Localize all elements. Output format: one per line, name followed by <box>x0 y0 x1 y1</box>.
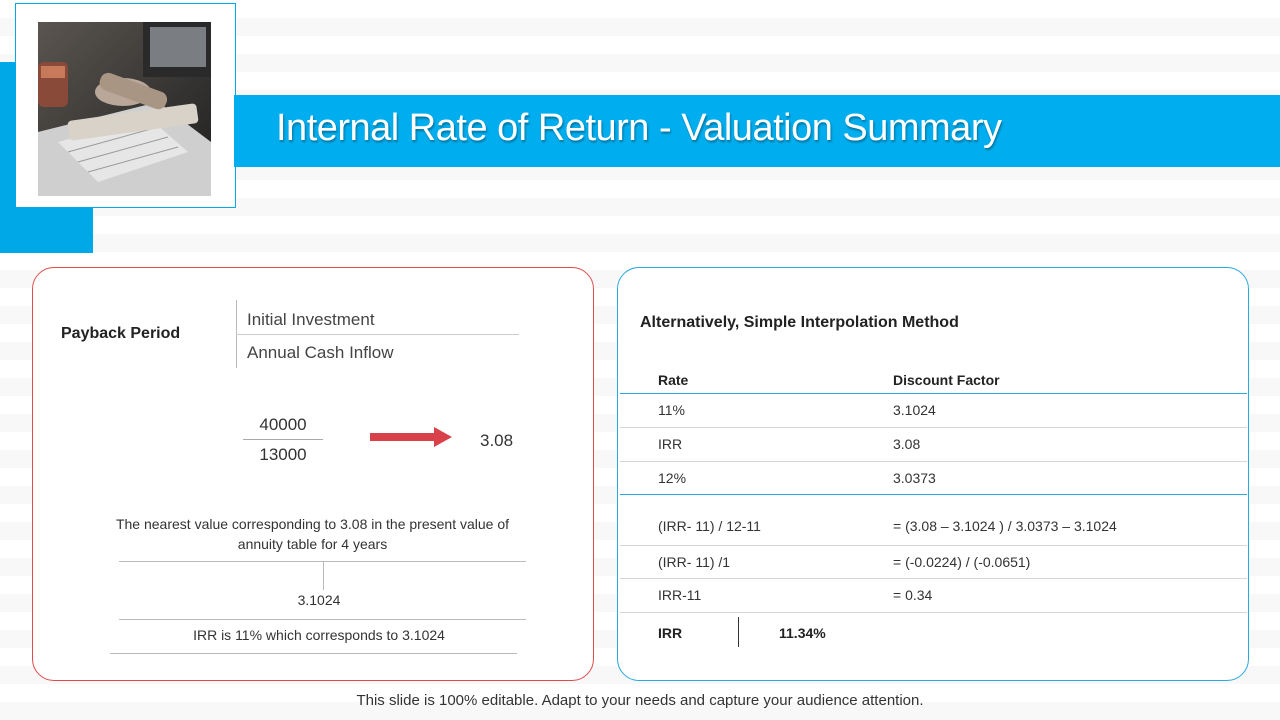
table-header-line <box>620 393 1247 394</box>
row-divider <box>620 427 1247 428</box>
calc-right: = 0.34 <box>893 587 933 603</box>
calc-divider <box>620 612 1247 613</box>
nearest-value: 3.1024 <box>297 592 341 608</box>
calc-right: = (3.08 – 3.1024 ) / 3.0373 – 3.1024 <box>893 518 1117 534</box>
interpolation-heading: Alternatively, Simple Interpolation Meth… <box>640 314 959 331</box>
rate-cell: 12% <box>658 470 687 486</box>
denominator-value: 13000 <box>259 445 307 464</box>
calc-divider <box>620 578 1247 579</box>
value-divider <box>119 619 526 620</box>
title-bar: Internal Rate of Return - Valuation Summ… <box>234 95 1280 167</box>
irr-result-label: IRR <box>658 625 683 641</box>
discount-cell: 3.1024 <box>893 402 936 418</box>
footer-note: This slide is 100% editable. Adapt to yo… <box>356 692 924 709</box>
discount-cell: 3.0373 <box>893 470 936 486</box>
calc-left: IRR-11 <box>658 587 702 603</box>
arrow-right-icon <box>370 427 452 447</box>
office-photo <box>38 22 211 196</box>
calc-left: (IRR- 11) /1 <box>658 554 731 570</box>
calc-divider <box>620 545 1247 546</box>
rate-cell: IRR <box>658 436 683 452</box>
col-header-rate: Rate <box>658 372 689 388</box>
table-footer-line <box>620 494 1247 495</box>
conclusion-divider <box>110 653 517 654</box>
row-divider <box>620 461 1247 462</box>
note-divider <box>119 561 526 562</box>
formula-denominator-label: Annual Cash Inflow <box>247 343 394 362</box>
irr-result-value: 11.34% <box>779 625 826 641</box>
col-header-discount: Discount Factor <box>893 372 1000 388</box>
payback-card <box>32 267 594 681</box>
payback-result: 3.08 <box>480 431 514 450</box>
numerator-value: 40000 <box>259 415 307 434</box>
formula-numerator-label: Initial Investment <box>247 310 375 329</box>
calc-left: (IRR- 11) / 12-11 <box>658 518 761 534</box>
result-divider <box>738 617 739 647</box>
note-connector <box>323 562 324 590</box>
page-title: Internal Rate of Return - Valuation Summ… <box>276 107 1002 149</box>
payback-label: Payback Period <box>61 325 181 342</box>
calc-right: = (-0.0224) / (-0.0651) <box>893 554 1031 570</box>
formula-line <box>236 334 519 335</box>
rate-cell: 11% <box>658 402 685 418</box>
annuity-note: The nearest value corresponding to 3.08 … <box>115 516 510 552</box>
irr-conclusion: IRR is 11% which corresponds to 3.1024 <box>193 627 445 643</box>
discount-cell: 3.08 <box>893 436 921 452</box>
fraction-line <box>243 439 323 440</box>
